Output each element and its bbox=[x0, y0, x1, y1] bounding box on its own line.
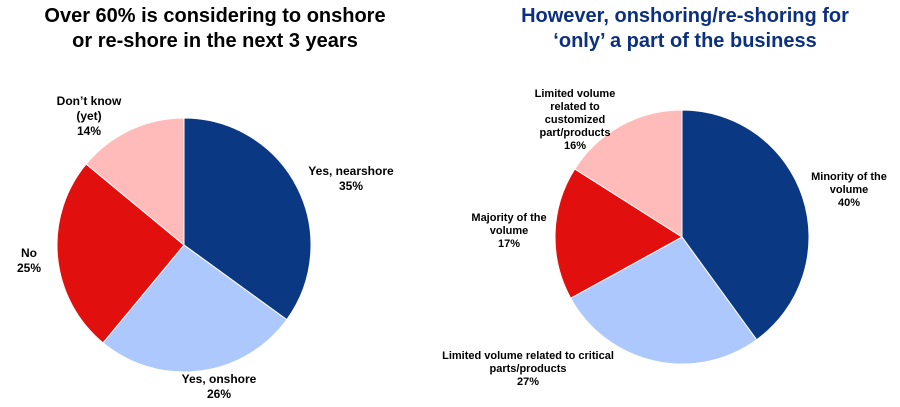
pie1-label-line: Limited volume related to critical bbox=[442, 350, 614, 362]
pie0-label-line: Yes, onshore bbox=[182, 372, 257, 386]
right-chart-title: However, onshoring/re-shoring for ‘only’… bbox=[480, 4, 890, 54]
pie0-label-no: No 25% bbox=[17, 246, 41, 275]
pie1-value-limited-volume-related-to-critical-parts-products: 27% bbox=[517, 376, 539, 388]
pie1-label-line: volume bbox=[490, 225, 529, 237]
pie0-slice-no bbox=[56, 163, 185, 344]
pie0-label-line: No bbox=[21, 246, 37, 260]
right-title-line-2: ‘only’ a part of the business bbox=[553, 30, 817, 52]
pie0-value-no: 25% bbox=[17, 261, 41, 275]
pie1-slice-limited-volume-related-to-critical-parts-products bbox=[570, 236, 758, 365]
pie1-slice-minority-of-the-volume bbox=[681, 109, 810, 341]
right-title-line-1: However, onshoring/re-shoring for bbox=[521, 5, 849, 27]
pie0-value-don-t-know-yet: 14% bbox=[77, 124, 101, 138]
pie1-label-line: Limited volume bbox=[535, 88, 616, 100]
pie0-value-yes-nearshore: 35% bbox=[339, 179, 363, 193]
pie1-slice-limited-volume-related-to-customized-part-products bbox=[574, 109, 683, 238]
pie0-label-yes-onshore: Yes, onshore 26% bbox=[182, 372, 257, 401]
pie0-label-line: Don’t know bbox=[57, 94, 122, 108]
pie1-label-line: customized bbox=[545, 114, 606, 126]
left-title-line-1: Over 60% is considering to onshore bbox=[44, 5, 386, 27]
pie1-label-limited-volume-related-to-customized-part-products: Limited volume related to customized part/p… bbox=[535, 88, 616, 152]
pie1-label-line: volume bbox=[830, 184, 869, 196]
pie1-label-line: part/products bbox=[540, 127, 611, 139]
pie0-value-yes-onshore: 26% bbox=[207, 387, 231, 401]
pie0-label-line: Yes, nearshore bbox=[308, 164, 394, 178]
right-pie-chart bbox=[554, 109, 810, 365]
pie1-value-minority-of-the-volume: 40% bbox=[838, 197, 860, 209]
left-pie-labels: Yes, nearshore 35% Yes, onshore 26% No 25% Don… bbox=[17, 94, 394, 401]
pie1-label-limited-volume-related-to-critical-parts-products: Limited volume related to critical parts/… bbox=[442, 350, 614, 388]
left-title-line-2: or re-shore in the next 3 years bbox=[72, 30, 358, 52]
pie0-label-line: (yet) bbox=[76, 109, 101, 123]
pie1-label-line: related to bbox=[550, 101, 600, 113]
pie1-label-line: Minority of the bbox=[811, 171, 887, 183]
pie1-value-majority-of-the-volume: 17% bbox=[498, 238, 520, 250]
pie0-label-yes-nearshore: Yes, nearshore 35% bbox=[308, 164, 394, 193]
pie1-label-line: parts/products bbox=[489, 363, 566, 375]
right-pie-labels: Minority of the volume 40%Limited volume r… bbox=[442, 88, 887, 388]
left-pie-chart bbox=[56, 117, 312, 373]
left-chart-title: Over 60% is considering to onshore or re… bbox=[30, 4, 400, 54]
pie1-slice-majority-of-the-volume bbox=[554, 168, 683, 299]
pie1-label-line: Majority of the bbox=[471, 212, 546, 224]
pie0-label-don-t-know-yet: Don’t know (yet) 14% bbox=[57, 94, 122, 138]
pie1-label-majority-of-the-volume: Majority of the volume 17% bbox=[471, 212, 546, 250]
pie0-slice-yes-onshore bbox=[102, 244, 288, 373]
pie1-label-minority-of-the-volume: Minority of the volume 40% bbox=[811, 171, 887, 209]
pie0-slice-yes-nearshore bbox=[183, 117, 312, 321]
pie1-value-limited-volume-related-to-customized-part-products: 16% bbox=[564, 140, 586, 152]
pie0-slice-don-t-know-yet bbox=[85, 117, 185, 247]
